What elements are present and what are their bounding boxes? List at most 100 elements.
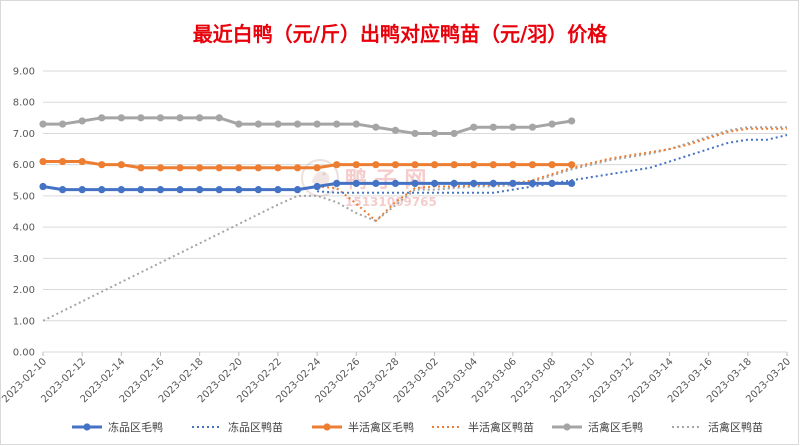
data-point (156, 114, 165, 122)
data-point (98, 186, 106, 194)
series-0 (39, 179, 576, 194)
data-point (528, 161, 537, 169)
series-4 (39, 114, 576, 138)
data-point (450, 161, 458, 169)
legend-label: 活禽区毛鸭 (588, 420, 643, 434)
legend-item: 冻品区鸭苗 (192, 420, 283, 434)
data-point (470, 161, 478, 169)
y-tick-label: 0.00 (13, 348, 35, 359)
series-3 (317, 127, 787, 222)
data-point (156, 186, 165, 194)
series-line (43, 116, 572, 135)
data-point (509, 161, 517, 169)
data-point (39, 120, 47, 128)
data-point (333, 120, 341, 128)
data-point (39, 182, 47, 191)
data-point (274, 186, 282, 194)
data-point (430, 161, 439, 169)
data-point (274, 164, 282, 172)
data-point (333, 161, 341, 169)
y-tick-label: 1.00 (13, 316, 35, 327)
legend-label: 冻品区毛鸭 (108, 420, 163, 434)
data-point (156, 164, 165, 172)
data-point (391, 161, 400, 169)
data-point (98, 161, 106, 169)
legend-label: 半活禽区毛鸭 (348, 420, 414, 434)
data-point (39, 157, 47, 166)
data-point (470, 179, 478, 187)
data-point (352, 179, 360, 187)
y-tick-label: 9.00 (13, 67, 35, 78)
series-2 (39, 157, 576, 172)
legend-item: 活禽区毛鸭 (552, 420, 643, 434)
data-point (509, 179, 517, 187)
x-axis: 2023-02-102023-02-122023-02-142023-02-16… (0, 352, 793, 405)
data-point (196, 114, 204, 122)
grid-lines (43, 70, 787, 353)
legend-marker (83, 423, 91, 431)
data-point (78, 186, 86, 194)
data-point (58, 120, 67, 128)
data-point (548, 161, 556, 169)
legend-item: 活禽区鸭苗 (672, 420, 763, 434)
data-point (313, 182, 321, 191)
data-point (372, 179, 380, 187)
data-point (78, 157, 86, 166)
data-point (470, 123, 478, 131)
data-point (58, 186, 67, 194)
data-point (137, 164, 145, 172)
data-point (98, 114, 106, 122)
legend: 冻品区毛鸭 冻品区鸭苗 半活禽区毛鸭 半活禽区鸭苗 活禽区毛鸭 活禽区鸭苗 (72, 420, 763, 434)
data-point (509, 123, 517, 131)
data-point (254, 164, 262, 172)
data-point (489, 161, 497, 169)
data-point (548, 120, 556, 128)
data-point (117, 161, 125, 169)
data-point (274, 120, 282, 128)
y-tick-label: 7.00 (13, 129, 35, 140)
data-point (528, 123, 537, 131)
legend-label: 冻品区鸭苗 (228, 420, 283, 434)
y-tick-label: 8.00 (13, 98, 35, 109)
data-point (235, 186, 243, 194)
y-tick-label: 4.00 (13, 223, 35, 234)
data-point (489, 179, 497, 187)
data-point (293, 164, 302, 172)
legend-label: 活禽区鸭苗 (708, 420, 763, 434)
data-point (411, 129, 419, 138)
data-point (391, 126, 400, 134)
data-point (293, 120, 302, 128)
data-point (78, 117, 86, 125)
data-point (430, 179, 439, 187)
data-point (548, 179, 556, 187)
series-layer (39, 114, 788, 322)
legend-item: 冻品区毛鸭 (72, 420, 163, 434)
series-line (317, 127, 787, 222)
data-point (568, 179, 576, 187)
y-tick-label: 2.00 (13, 285, 35, 296)
data-point (391, 179, 400, 187)
y-tick-label: 3.00 (13, 254, 35, 265)
legend-marker (563, 423, 571, 431)
data-point (293, 186, 302, 194)
data-point (333, 179, 341, 187)
data-point (176, 114, 184, 122)
data-point (489, 123, 497, 131)
data-point (430, 129, 439, 138)
data-point (176, 186, 184, 194)
data-point (137, 186, 145, 194)
watermark-brand: 鸭 子 网 (345, 167, 426, 193)
data-point (568, 161, 576, 169)
chart-title: 最近白鸭（元/斤）出鸭对应鸭苗（元/羽）价格 (193, 22, 609, 46)
data-point (313, 164, 321, 172)
data-point (352, 161, 360, 169)
data-point (215, 186, 223, 194)
data-point (372, 161, 380, 169)
data-point (372, 123, 380, 131)
data-point (117, 186, 125, 194)
data-point (254, 186, 262, 194)
data-point (215, 164, 223, 172)
series-line (42, 181, 572, 192)
watermark: 鸭 子 网 15131009765 (301, 159, 437, 209)
